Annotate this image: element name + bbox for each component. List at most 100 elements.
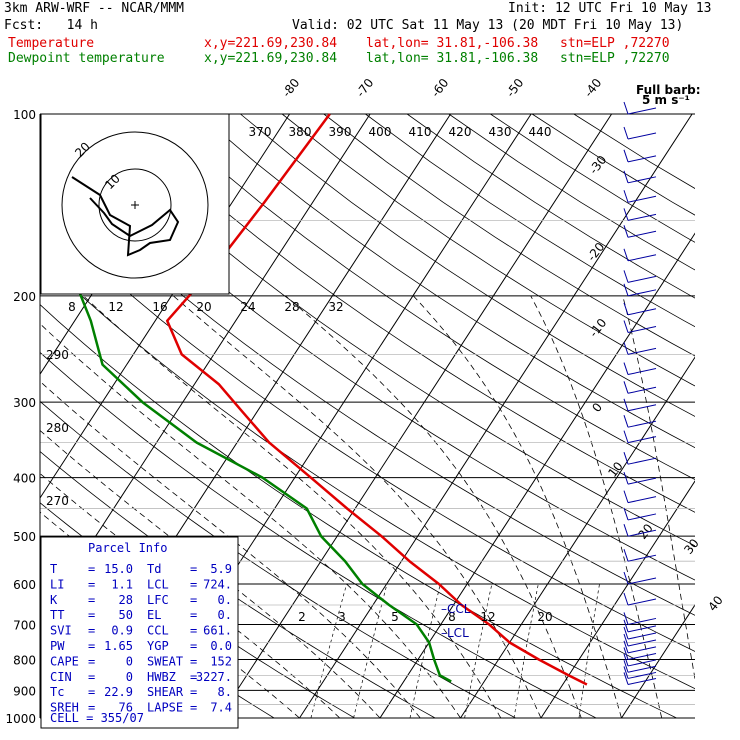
- parcel-value-left: 0.9: [111, 624, 133, 638]
- wind-barb: [627, 554, 657, 562]
- parcel-value-left: 76: [119, 701, 133, 715]
- wind-barb: [627, 347, 657, 355]
- hodograph-trace: [71, 176, 180, 257]
- wind-barb-flag: [623, 490, 629, 503]
- mixing-ratio-line: [578, 583, 600, 719]
- mixing-ratio-label: 2: [298, 610, 306, 624]
- pressure-label: 800: [13, 653, 36, 667]
- wind-barb: [627, 646, 657, 654]
- parcel-value-right: 724.: [203, 577, 232, 591]
- parcel-label-right: YGP: [147, 639, 169, 653]
- parcel-label-left: TT: [50, 608, 64, 622]
- parcel-label-left: CAPE: [50, 654, 79, 668]
- parcel-value-left: 15.0: [104, 562, 133, 576]
- wind-barb-flag: [623, 592, 629, 606]
- barb-note-line1: Full barb:: [636, 83, 701, 97]
- wind-barb: [627, 625, 657, 633]
- parcel-value-right: 5.9: [210, 562, 232, 576]
- wind-barb-flag: [623, 549, 629, 562]
- theta-tick-label: 370: [249, 125, 272, 139]
- wind-barb-flag: [623, 149, 629, 162]
- isotherm-line: [299, 113, 693, 719]
- wind-barb-flag: [623, 381, 629, 394]
- isotherm-line: [218, 113, 613, 719]
- wind-barb: [627, 659, 657, 667]
- parcel-label-left: SVI: [50, 624, 72, 638]
- isotherm-line: [379, 232, 695, 719]
- parcel-value-right: 0.0: [210, 639, 232, 653]
- wind-speed-tick-label: 16: [152, 300, 167, 314]
- moist-adiabat: [622, 295, 695, 682]
- wind-barb: [627, 652, 657, 660]
- temperature-legend: Temperature: [8, 36, 95, 51]
- ccl-label: –CCL: [441, 602, 471, 616]
- parcel-eq: =: [88, 701, 95, 715]
- parcel-value-left: 0: [126, 654, 133, 668]
- wind-barb: [627, 254, 657, 262]
- wind-speed-tick-label: 20: [196, 300, 211, 314]
- parcel-cell: CELL = 355/07: [50, 711, 144, 725]
- parcel-label-left: LI: [50, 577, 64, 591]
- parcel-label-right: EL: [147, 608, 161, 622]
- temperature-tick-label: 10: [605, 459, 625, 480]
- wind-barb-flag: [623, 471, 629, 485]
- parcel-value-left: 0: [126, 670, 133, 684]
- parcel-value-right: 661.: [203, 624, 232, 638]
- pressure-label: 900: [13, 684, 36, 698]
- wind-barb: [627, 386, 657, 394]
- wind-speed-tick-label: 8: [68, 300, 76, 314]
- wind-barb-flag: [623, 612, 629, 625]
- forecast-hour: Fcst: 14 h: [4, 18, 98, 33]
- wind-barb-flag: [623, 571, 629, 585]
- parcel-title: Parcel Info: [88, 541, 167, 555]
- wind-barb-flag: [623, 524, 629, 537]
- parcel-eq: =: [190, 639, 197, 653]
- mixing-ratio-line: [353, 583, 388, 719]
- barb-note-line2: 5 m s⁻¹: [642, 93, 690, 107]
- pressure-label: 300: [13, 396, 36, 410]
- wind-barb: [627, 155, 657, 163]
- mixing-ratio-line: [464, 583, 493, 719]
- parcel-label-left: Tc: [50, 685, 64, 699]
- wind-barb-flag: [623, 190, 629, 203]
- wind-barb-flag: [623, 626, 629, 640]
- parcel-label-right: SWEAT: [147, 654, 183, 668]
- wind-barb: [627, 308, 657, 316]
- hodograph-center: [131, 201, 139, 209]
- pressure-label: 700: [13, 618, 36, 632]
- wind-barb: [627, 436, 657, 444]
- parcel-value-right: 152: [210, 654, 232, 668]
- hodograph-ring-inner: [98, 168, 172, 242]
- temperature-tick-label: -40: [581, 76, 604, 100]
- dry-adiabat: [198, 113, 695, 449]
- wind-barb: [627, 639, 657, 647]
- model-title: 3km ARW-WRF -- NCAR/MMM: [4, 1, 185, 16]
- mixing-ratio-label: 5: [391, 610, 399, 624]
- wind-barb: [627, 176, 657, 184]
- wind-barb-flag: [623, 320, 629, 333]
- parcel-eq: =: [88, 670, 95, 684]
- mixing-ratio-label: 12: [480, 610, 495, 624]
- isotherm-line: [460, 356, 695, 719]
- theta-tick-label: 390: [329, 125, 352, 139]
- init-time: Init: 12 UTC Fri 10 May 13: [508, 1, 712, 16]
- wind-barb-flag: [623, 507, 629, 521]
- moist-adiabat: [40, 380, 421, 719]
- parcel-label-left: CIN: [50, 670, 72, 684]
- temperature-latlon: lat,lon= 31.81,-106.38: [366, 36, 539, 51]
- wind-barb-flag: [623, 302, 629, 315]
- pressure-label: 200: [13, 290, 36, 304]
- wind-barb: [627, 132, 657, 140]
- wind-barb: [627, 289, 657, 297]
- wind-barb: [627, 671, 657, 679]
- parcel-label-right: LFC: [147, 593, 169, 607]
- parcel-eq: =: [88, 577, 95, 591]
- parcel-value-left: 50: [119, 608, 133, 622]
- theta-e-tick-label: 290: [46, 348, 69, 362]
- theta-tick-label: 420: [449, 125, 472, 139]
- mixing-ratio-line: [409, 583, 441, 719]
- parcel-eq: =: [88, 654, 95, 668]
- wind-speed-tick-label: 12: [108, 300, 123, 314]
- wind-barb: [627, 677, 657, 685]
- parcel-value-left: 28: [119, 593, 133, 607]
